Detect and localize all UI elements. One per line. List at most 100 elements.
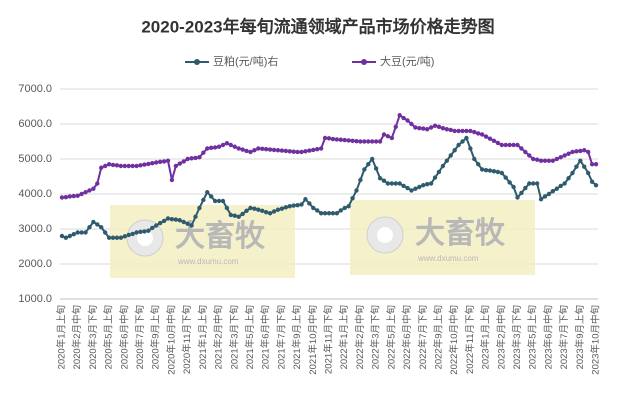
data-point [67,233,73,239]
data-point [570,170,575,176]
data-point [589,162,595,167]
data-point [495,140,501,146]
data-point [582,164,587,169]
data-point [244,208,249,213]
data-point [381,132,387,137]
watermark: 大畜牧 www.dxumu.com 大畜牧 www.dxumu.com [110,200,535,278]
data-point [161,159,167,164]
data-point [99,225,104,230]
data-point [161,218,167,224]
data-point [578,158,583,163]
data-point [515,195,520,200]
data-point [205,146,210,151]
data-point [87,225,92,230]
y-tick-label: 1000.0 [18,293,52,305]
data-point [220,142,226,148]
data-point [566,176,571,181]
data-point [377,139,383,144]
data-point [354,138,359,144]
data-point [562,181,567,186]
x-tick-label: 2023年10月中旬 [590,305,602,375]
data-point [409,121,414,127]
data-point [236,146,241,151]
x-tick-label: 2022年6月中旬 [401,305,413,369]
data-point [146,228,151,233]
data-point [205,190,210,195]
data-point [252,148,257,153]
watermark-text: 大畜牧 [415,216,506,250]
x-tick-label: 2020年3月下旬 [87,305,99,369]
data-point [201,150,206,155]
data-point [154,160,159,165]
data-point [432,175,438,180]
data-point [326,211,332,216]
data-point [150,225,155,231]
data-point [326,136,332,141]
data-point [389,181,395,186]
data-point [91,219,96,225]
data-point [373,166,379,171]
data-point [534,157,540,162]
data-point [291,203,296,208]
y-tick-label: 5000.0 [18,153,52,165]
data-point [542,194,548,199]
data-point [334,137,340,142]
data-point [165,158,171,163]
data-point [499,170,504,176]
x-tick-label: 2020年2月中旬 [71,305,83,369]
data-point [448,127,453,133]
data-point [338,137,343,142]
data-point [542,158,548,163]
x-tick-label: 2020年10月中旬 [165,305,177,375]
data-point [472,156,477,162]
data-point [393,181,398,186]
x-tick-label: 2022年10月中旬 [448,305,460,375]
data-point [538,197,544,202]
data-point [154,223,159,228]
data-point [413,125,418,130]
x-tick-label: 2022年2月中旬 [354,305,366,369]
data-point [519,190,524,196]
data-point [369,139,375,144]
data-point [185,156,190,162]
data-point [440,126,446,131]
data-point [354,188,359,193]
chart-title: 2020-2023年每旬流通领域产品市场价格走势图 [141,16,494,36]
data-point [444,127,450,132]
data-point [330,136,336,142]
data-point [346,204,351,209]
data-point [118,235,124,240]
data-point [189,156,194,161]
x-tick-label: 2023年2月中旬 [495,305,507,369]
data-point [201,197,206,203]
data-point [362,139,367,144]
data-point [554,186,559,191]
data-point [279,206,285,211]
data-point [157,220,163,226]
data-point [126,232,131,238]
data-point [99,165,104,170]
data-point [260,146,265,152]
data-point [456,128,461,134]
data-point [208,194,214,199]
data-point [476,162,481,167]
data-point [409,188,414,193]
data-point [67,194,73,199]
data-point [118,163,124,169]
data-point [157,159,163,164]
data-point [267,211,273,216]
data-point [334,211,340,216]
data-point [366,139,371,144]
data-point [256,146,261,151]
data-point [252,206,257,211]
data-point [311,147,316,153]
data-point [102,163,108,169]
data-point [83,190,88,195]
data-point [417,184,422,190]
data-point [503,175,508,180]
x-tick-label: 2022年7月下旬 [417,305,429,369]
data-point [330,211,336,216]
data-point [534,181,540,186]
data-point [515,142,520,148]
data-point [279,148,285,153]
